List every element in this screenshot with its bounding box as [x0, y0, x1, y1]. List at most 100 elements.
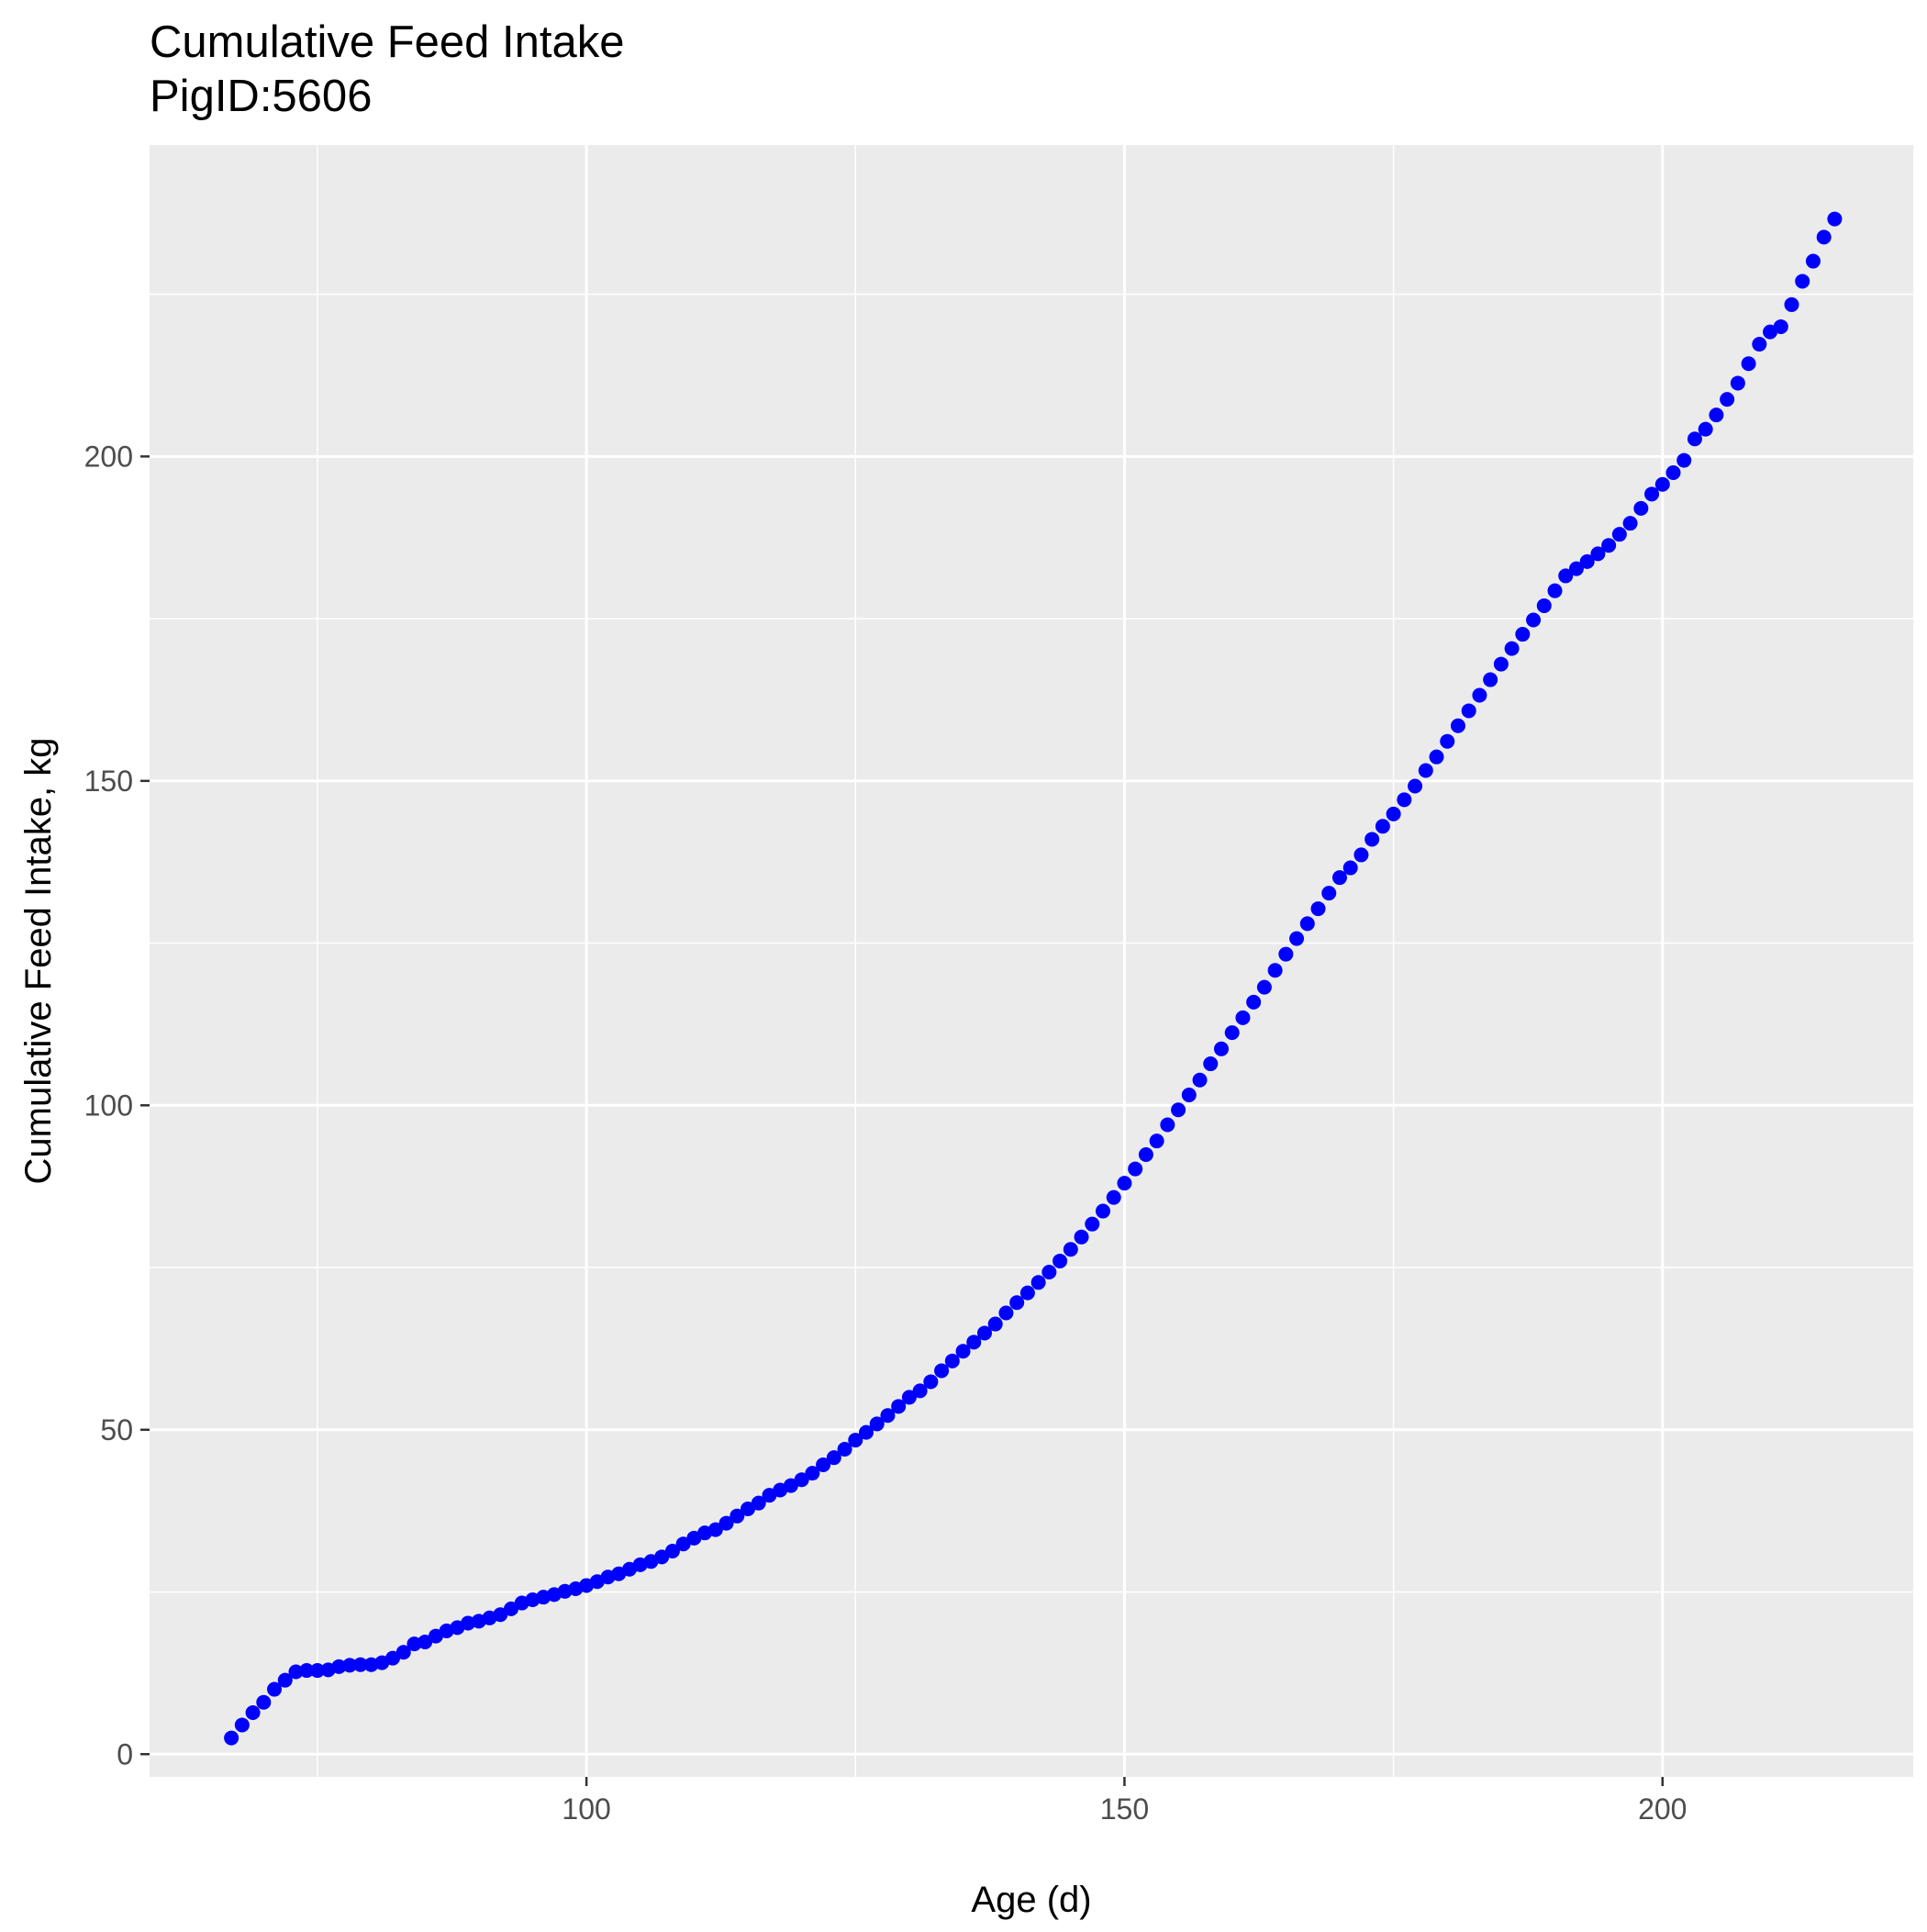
data-point	[998, 1305, 1014, 1321]
data-point	[1611, 527, 1627, 542]
data-point	[1397, 792, 1412, 808]
data-point	[1321, 886, 1337, 901]
data-point	[1085, 1216, 1100, 1232]
data-point	[1171, 1102, 1186, 1118]
data-point	[1472, 687, 1487, 703]
data-point	[1408, 778, 1423, 794]
data-point	[1440, 733, 1455, 749]
data-point	[267, 1681, 283, 1697]
x-tick-label: 100	[562, 1792, 610, 1826]
data-point	[1493, 656, 1509, 672]
y-tick-label: 200	[84, 440, 133, 473]
data-point	[848, 1433, 863, 1448]
data-point	[1579, 553, 1595, 569]
data-point	[1816, 229, 1832, 245]
data-point	[1752, 337, 1767, 352]
data-point	[1342, 860, 1358, 876]
data-point	[1709, 408, 1724, 423]
y-axis: 0 50 100 150 200	[84, 440, 150, 1770]
data-point	[1536, 597, 1552, 613]
data-point	[493, 1607, 508, 1623]
data-point	[504, 1601, 519, 1616]
y-tick-label: 0	[117, 1737, 133, 1770]
x-axis: 100 150 200	[562, 1777, 1687, 1826]
data-point	[1720, 392, 1735, 408]
data-point	[352, 1657, 368, 1672]
data-point	[277, 1672, 293, 1688]
data-point	[1364, 832, 1380, 847]
data-point	[1375, 819, 1390, 834]
plot-panel	[150, 145, 1913, 1777]
data-point	[1687, 431, 1702, 447]
data-point	[1386, 806, 1401, 821]
minor-gridlines	[150, 145, 1913, 1777]
data-point	[1278, 946, 1294, 962]
data-point	[1074, 1229, 1089, 1245]
data-point	[987, 1316, 1003, 1332]
data-point	[331, 1658, 347, 1674]
data-point	[288, 1664, 304, 1680]
x-tick-label: 200	[1638, 1792, 1687, 1826]
y-tick-label: 50	[100, 1413, 133, 1446]
data-point	[751, 1495, 766, 1511]
data-point	[1299, 916, 1315, 932]
data-point	[234, 1717, 250, 1733]
data-point	[858, 1424, 874, 1440]
data-point	[256, 1694, 272, 1710]
data-point	[718, 1515, 734, 1531]
data-point	[1784, 296, 1799, 312]
chart-title: Cumulative Feed Intake	[150, 17, 625, 67]
data-point	[385, 1650, 401, 1666]
data-point	[1547, 583, 1563, 598]
data-point	[1633, 500, 1649, 516]
data-point	[342, 1658, 358, 1673]
data-point	[395, 1645, 411, 1660]
data-point	[299, 1663, 315, 1679]
data-point	[675, 1536, 691, 1552]
data-point	[1019, 1285, 1035, 1301]
data-point	[912, 1383, 928, 1399]
data-point	[1741, 356, 1756, 372]
data-point	[224, 1730, 239, 1746]
data-point	[966, 1335, 982, 1350]
data-point	[1030, 1275, 1046, 1290]
data-point	[245, 1705, 261, 1721]
data-point	[1601, 538, 1617, 553]
x-tick-label: 150	[1100, 1792, 1149, 1826]
data-point	[1213, 1041, 1229, 1056]
y-tick-label: 100	[84, 1089, 133, 1122]
data-point	[1256, 979, 1272, 995]
data-point	[1095, 1203, 1110, 1219]
data-point	[1138, 1147, 1153, 1163]
data-point	[891, 1399, 907, 1414]
data-points	[224, 211, 1843, 1746]
data-point	[1053, 1253, 1068, 1268]
data-point	[1461, 703, 1476, 719]
data-point	[1622, 516, 1638, 531]
data-point	[1149, 1134, 1164, 1149]
data-point	[869, 1416, 885, 1432]
data-point	[1235, 1010, 1251, 1025]
data-point	[664, 1543, 680, 1558]
data-point	[794, 1472, 809, 1488]
data-point	[1665, 465, 1681, 481]
data-point	[309, 1663, 325, 1679]
data-point	[1041, 1264, 1057, 1279]
data-point	[1827, 211, 1843, 227]
x-axis-title: Age (d)	[971, 1880, 1091, 1920]
data-point	[837, 1441, 852, 1457]
data-point	[1331, 870, 1347, 886]
data-point	[1515, 627, 1531, 642]
data-point	[923, 1374, 939, 1390]
data-point	[1246, 994, 1262, 1010]
data-point	[1558, 568, 1574, 584]
y-tick-label: 150	[84, 765, 133, 798]
data-point	[1654, 476, 1670, 492]
data-point	[1267, 963, 1283, 978]
major-gridlines	[150, 145, 1913, 1777]
data-point	[783, 1478, 798, 1493]
data-point	[1181, 1087, 1197, 1102]
chart-subtitle: PigID:5606	[150, 72, 372, 121]
data-point	[1106, 1189, 1121, 1205]
